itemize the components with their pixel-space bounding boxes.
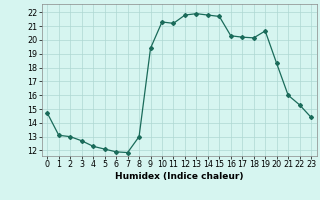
X-axis label: Humidex (Indice chaleur): Humidex (Indice chaleur) [115, 172, 244, 181]
